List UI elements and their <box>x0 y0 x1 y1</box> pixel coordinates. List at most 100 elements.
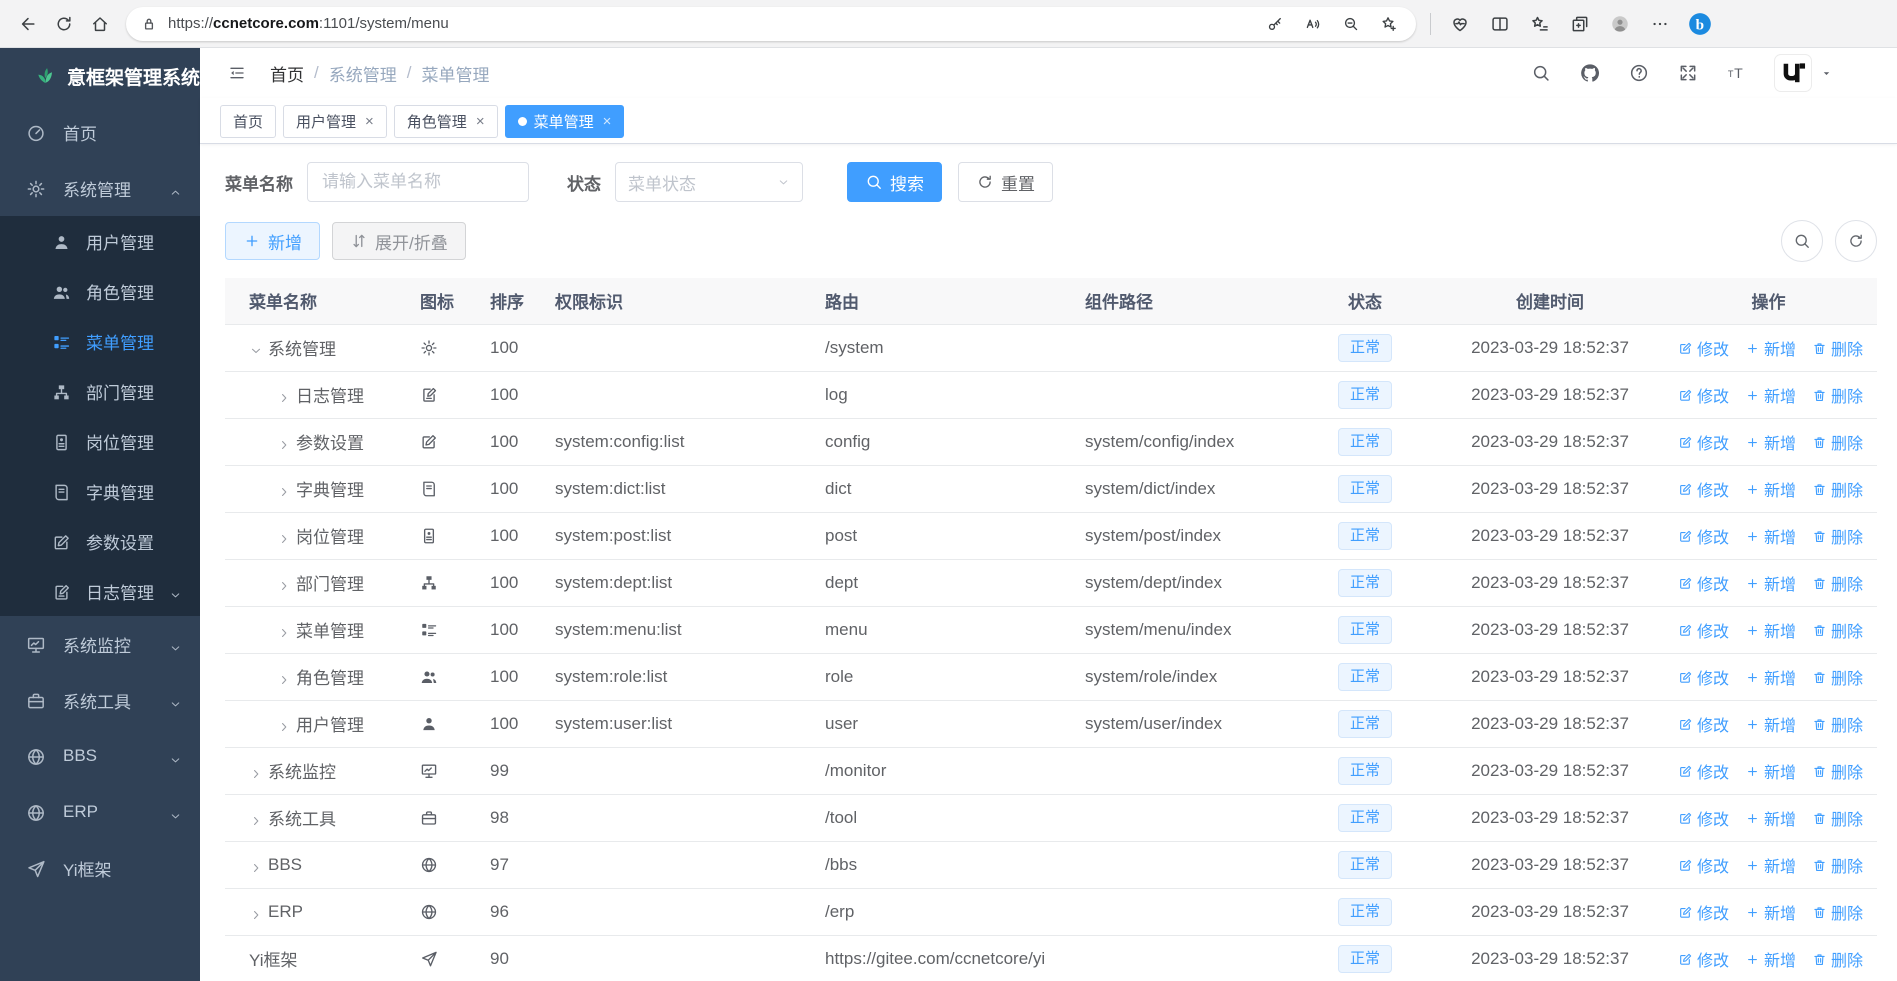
edit-row-button[interactable]: 修改 <box>1678 665 1729 689</box>
sidebar-item-edit[interactable]: 参数设置 <box>0 516 200 566</box>
sidebar-item-dept[interactable]: 部门管理 <box>0 366 200 416</box>
add-row-button[interactable]: 新增 <box>1745 665 1796 689</box>
sidebar-item-menu[interactable]: 菜单管理 <box>0 316 200 366</box>
edit-row-button[interactable]: 修改 <box>1678 759 1729 783</box>
header-question-button[interactable] <box>1627 61 1651 85</box>
delete-row-button[interactable]: 删除 <box>1812 853 1863 877</box>
delete-row-button[interactable]: 删除 <box>1812 571 1863 595</box>
edit-row-button[interactable]: 修改 <box>1678 571 1729 595</box>
expand-row-icon[interactable] <box>277 482 291 497</box>
show-search-button[interactable] <box>1781 220 1823 262</box>
delete-row-button[interactable]: 删除 <box>1812 430 1863 454</box>
delete-row-button[interactable]: 删除 <box>1812 618 1863 642</box>
add-row-button[interactable]: 新增 <box>1745 430 1796 454</box>
edit-row-button[interactable]: 修改 <box>1678 477 1729 501</box>
zoomout-button[interactable] <box>1336 9 1366 39</box>
edit-row-button[interactable]: 修改 <box>1678 618 1729 642</box>
add-row-button[interactable]: 新增 <box>1745 900 1796 924</box>
delete-row-button[interactable]: 删除 <box>1812 900 1863 924</box>
expand-row-icon[interactable] <box>277 670 291 685</box>
close-tab-icon[interactable]: × <box>365 113 374 130</box>
menu-name-input[interactable] <box>307 162 529 202</box>
close-tab-icon[interactable]: × <box>475 113 485 130</box>
delete-row-button[interactable]: 删除 <box>1812 947 1863 971</box>
sidebar-item-post[interactable]: 岗位管理 <box>0 416 200 466</box>
address-bar[interactable]: https://ccnetcore.com:1101/system/menu <box>126 6 1416 41</box>
add-row-button[interactable]: 新增 <box>1745 712 1796 736</box>
split-button[interactable] <box>1483 7 1517 41</box>
delete-row-button[interactable]: 删除 <box>1812 806 1863 830</box>
sidebar-item-plane[interactable]: Yi框架 <box>0 840 200 896</box>
add-row-button[interactable]: 新增 <box>1745 618 1796 642</box>
breadcrumb-home[interactable]: 首页 <box>270 65 304 85</box>
edit-row-button[interactable]: 修改 <box>1678 524 1729 548</box>
home-button[interactable] <box>82 6 118 42</box>
add-row-button[interactable]: 新增 <box>1745 853 1796 877</box>
expand-row-icon[interactable] <box>277 717 291 732</box>
edit-row-button[interactable]: 修改 <box>1678 383 1729 407</box>
delete-row-button[interactable]: 删除 <box>1812 759 1863 783</box>
collapse-row-icon[interactable] <box>249 341 263 355</box>
sidebar-item-monitor[interactable]: 系统监控 <box>0 616 200 672</box>
delete-row-button[interactable]: 删除 <box>1812 524 1863 548</box>
add-button[interactable]: 新增 <box>225 222 320 260</box>
essentials-button[interactable] <box>1443 7 1477 41</box>
add-row-button[interactable]: 新增 <box>1745 524 1796 548</box>
search-button[interactable]: 搜索 <box>847 162 942 202</box>
delete-row-button[interactable]: 删除 <box>1812 383 1863 407</box>
header-fullscreen-button[interactable] <box>1676 61 1700 85</box>
sidebar-item-tool[interactable]: 系统工具 <box>0 672 200 728</box>
sidebar-item-globe[interactable]: ERP <box>0 784 200 840</box>
avatar[interactable] <box>1774 54 1812 92</box>
add-row-button[interactable]: 新增 <box>1745 477 1796 501</box>
expand-row-icon[interactable] <box>277 529 291 544</box>
add-row-button[interactable]: 新增 <box>1745 383 1796 407</box>
expand-collapse-button[interactable]: 展开/折叠 <box>332 222 466 260</box>
starplus-button[interactable] <box>1374 9 1404 39</box>
refresh-table-button[interactable] <box>1835 220 1877 262</box>
expand-row-icon[interactable] <box>277 435 291 450</box>
tab-角色管理[interactable]: 角色管理 × <box>393 105 498 138</box>
tab-菜单管理[interactable]: 菜单管理 × <box>504 105 625 138</box>
key-button[interactable] <box>1260 9 1290 39</box>
collections-button[interactable] <box>1563 7 1597 41</box>
delete-row-button[interactable]: 删除 <box>1812 477 1863 501</box>
delete-row-button[interactable]: 删除 <box>1812 336 1863 360</box>
add-row-button[interactable]: 新增 <box>1745 806 1796 830</box>
add-row-button[interactable]: 新增 <box>1745 336 1796 360</box>
tab-用户管理[interactable]: 用户管理 × <box>283 105 387 138</box>
close-tab-icon[interactable]: × <box>602 113 612 130</box>
edit-row-button[interactable]: 修改 <box>1678 336 1729 360</box>
app-logo[interactable]: 意框架管理系统 <box>0 48 200 104</box>
delete-row-button[interactable]: 删除 <box>1812 665 1863 689</box>
header-search-button[interactable] <box>1529 61 1553 85</box>
edit-row-button[interactable]: 修改 <box>1678 853 1729 877</box>
expand-row-icon[interactable] <box>249 905 263 920</box>
header-github-button[interactable] <box>1578 61 1602 85</box>
add-row-button[interactable]: 新增 <box>1745 571 1796 595</box>
expand-row-icon[interactable] <box>249 811 263 826</box>
status-select[interactable]: 菜单状态 <box>615 162 803 202</box>
sidebar-fold-button[interactable] <box>220 56 254 90</box>
edit-row-button[interactable]: 修改 <box>1678 900 1729 924</box>
sidebar-item-dashboard[interactable]: 首页 <box>0 104 200 160</box>
add-row-button[interactable]: 新增 <box>1745 759 1796 783</box>
expand-row-icon[interactable] <box>277 576 291 591</box>
back-button[interactable] <box>10 6 46 42</box>
expand-row-icon[interactable] <box>277 623 291 638</box>
sidebar-item-users[interactable]: 角色管理 <box>0 266 200 316</box>
readaloud-button[interactable] <box>1298 9 1328 39</box>
dots-button[interactable] <box>1643 7 1677 41</box>
edit-row-button[interactable]: 修改 <box>1678 947 1729 971</box>
edit-row-button[interactable]: 修改 <box>1678 712 1729 736</box>
delete-row-button[interactable]: 删除 <box>1812 712 1863 736</box>
profile-button[interactable] <box>1603 7 1637 41</box>
reset-button[interactable]: 重置 <box>958 162 1053 202</box>
tab-首页[interactable]: 首页 <box>220 105 277 138</box>
sidebar-item-globe[interactable]: BBS <box>0 728 200 784</box>
add-row-button[interactable]: 新增 <box>1745 947 1796 971</box>
sidebar-item-user[interactable]: 用户管理 <box>0 216 200 266</box>
reload-button[interactable] <box>46 6 82 42</box>
edit-row-button[interactable]: 修改 <box>1678 430 1729 454</box>
bing-button[interactable]: b <box>1683 7 1717 41</box>
